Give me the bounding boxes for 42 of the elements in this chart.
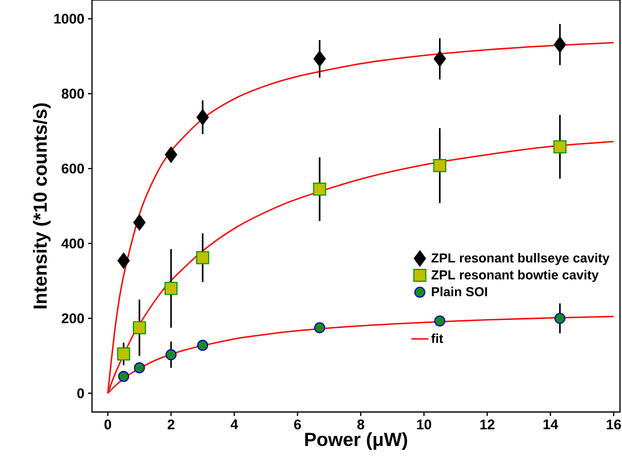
point (313, 182, 326, 196)
legend-label: fit (431, 334, 444, 344)
x-tick-label: 0 (104, 419, 112, 430)
point (196, 251, 210, 264)
y-tick-label: 600 (62, 164, 84, 174)
point (117, 252, 130, 269)
y-tick-label: 200 (62, 313, 84, 324)
point (133, 214, 146, 230)
legend-label: ZPL resonant bullseye cavity (431, 253, 610, 266)
y-tick-label: 800 (62, 88, 84, 99)
x-tick-label: 12 (480, 419, 494, 430)
point (313, 50, 326, 67)
point (553, 140, 566, 154)
point (554, 36, 566, 53)
point (164, 282, 178, 295)
legend-label: ZPL resonant bowtie cavity (431, 270, 599, 282)
point (196, 109, 209, 126)
x-axis-title: Power (μW) (305, 432, 408, 450)
point (132, 321, 146, 334)
point (554, 312, 566, 324)
x-tick-label: 6 (294, 419, 301, 430)
x-tick-label: 8 (357, 419, 364, 430)
x-tick-label: 2 (168, 419, 174, 430)
point (197, 340, 208, 351)
point (433, 159, 446, 172)
y-tick-label: 1000 (54, 14, 84, 24)
point (117, 347, 130, 360)
y-axis-title: Intensity (*10 counts/s) (32, 103, 51, 308)
legend-label: Plain SOI (432, 286, 488, 296)
point (434, 50, 446, 67)
x-tick-label: 10 (417, 419, 432, 430)
point (134, 362, 145, 374)
y-tick-label: 400 (61, 238, 84, 248)
point (166, 349, 177, 360)
x-tick-label: 4 (230, 420, 238, 430)
x-tick-label: 14 (544, 420, 558, 430)
point (118, 370, 130, 382)
point (314, 322, 326, 334)
point (164, 146, 178, 163)
point (434, 315, 446, 327)
x-tick-label: 16 (606, 419, 621, 430)
y-tick-label: 0 (77, 388, 84, 398)
